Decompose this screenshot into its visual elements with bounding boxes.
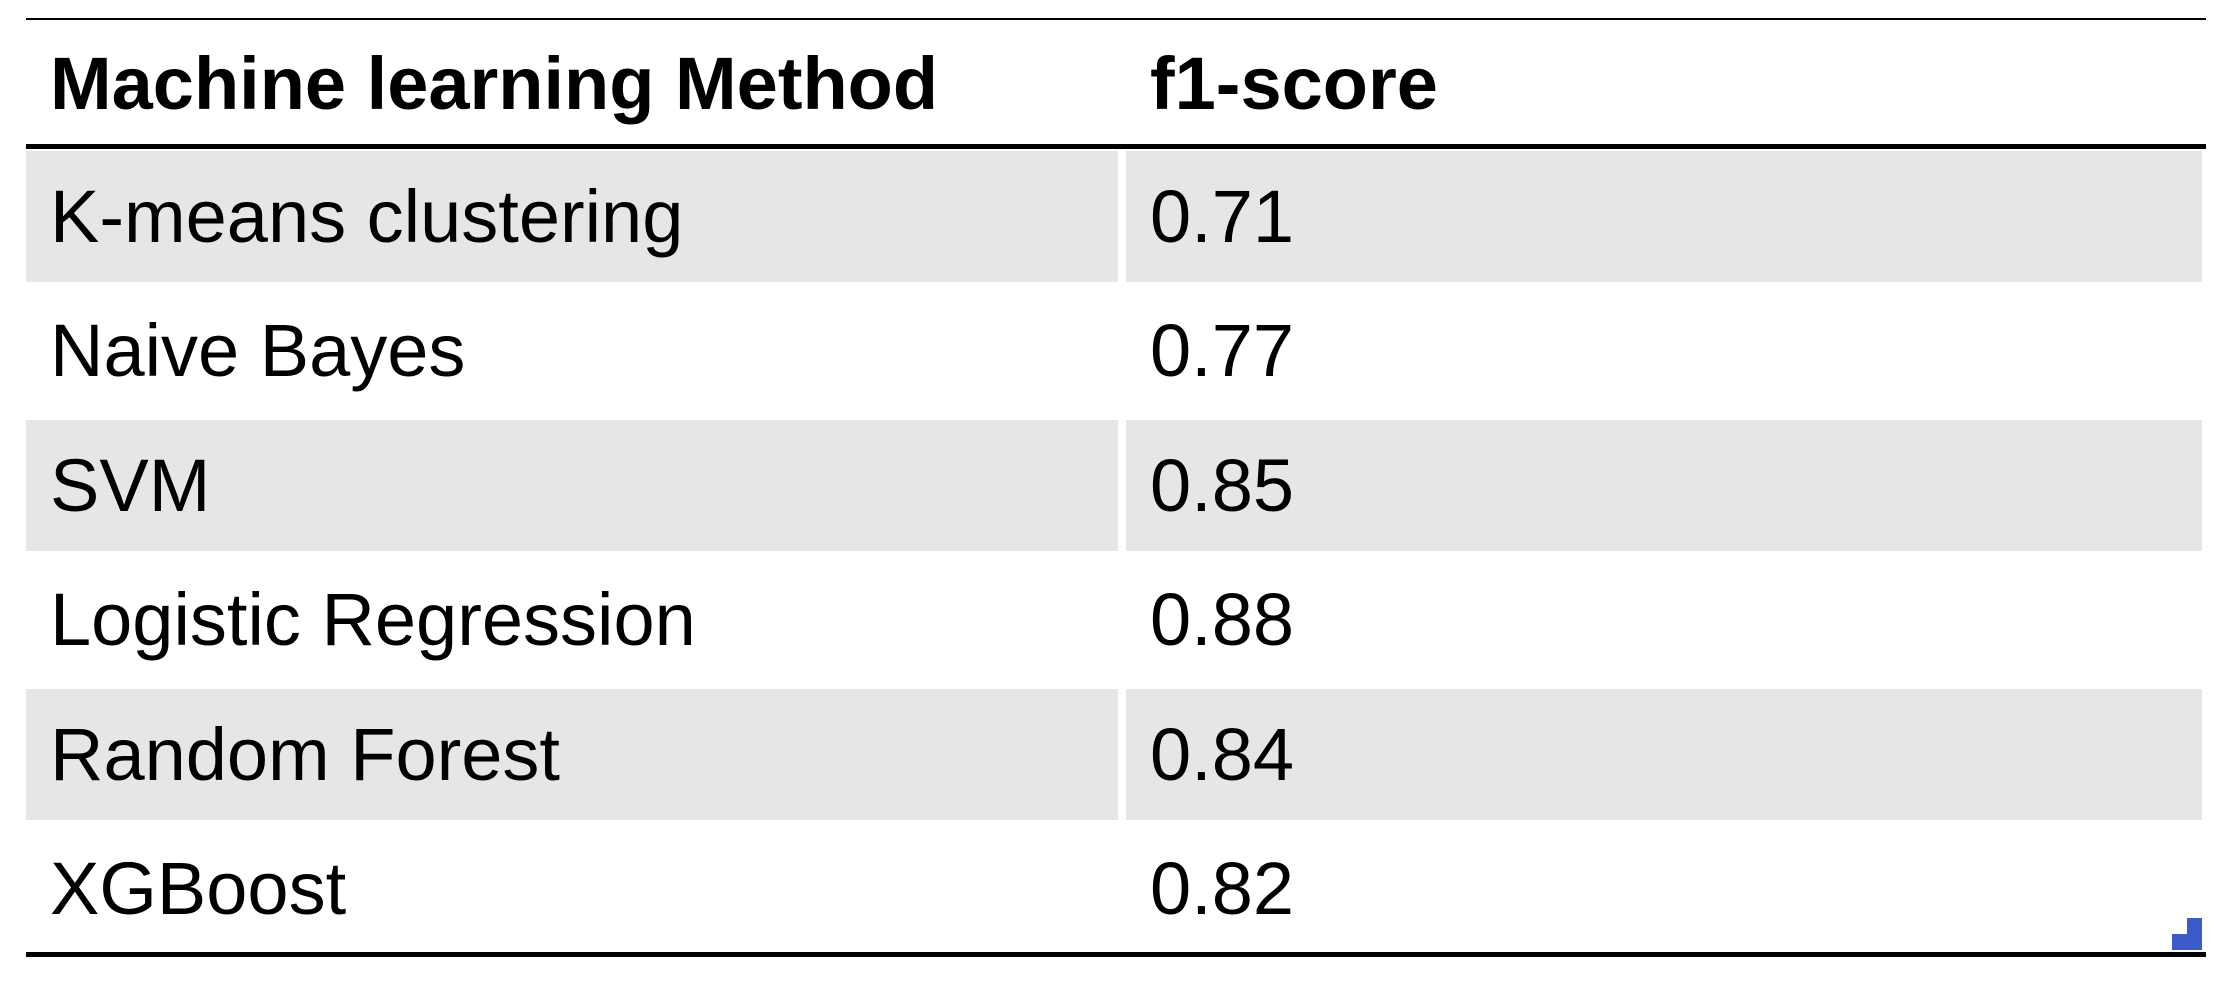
method-cell: SVM	[26, 420, 1118, 551]
method-cell: Naive Bayes	[26, 285, 1118, 416]
score-cell: 0.85	[1126, 420, 2202, 551]
header-cell: Machine learning Method	[26, 22, 1118, 144]
method-cell: XGBoost	[26, 823, 1118, 954]
score-cell: 0.88	[1126, 554, 2202, 685]
score-cell: 0.71	[1126, 151, 2202, 282]
method-cell: K-means clustering	[26, 151, 1118, 282]
score-cell: 0.77	[1126, 285, 2202, 416]
score-cell: 0.84	[1126, 689, 2202, 820]
header-cell: f1-score	[1126, 22, 2202, 144]
header-rule	[26, 144, 2206, 149]
bottom-border	[26, 952, 2206, 957]
top-border	[26, 18, 2206, 20]
method-cell: Random Forest	[26, 689, 1118, 820]
score-cell: 0.82	[1126, 823, 2202, 954]
method-cell: Logistic Regression	[26, 554, 1118, 685]
